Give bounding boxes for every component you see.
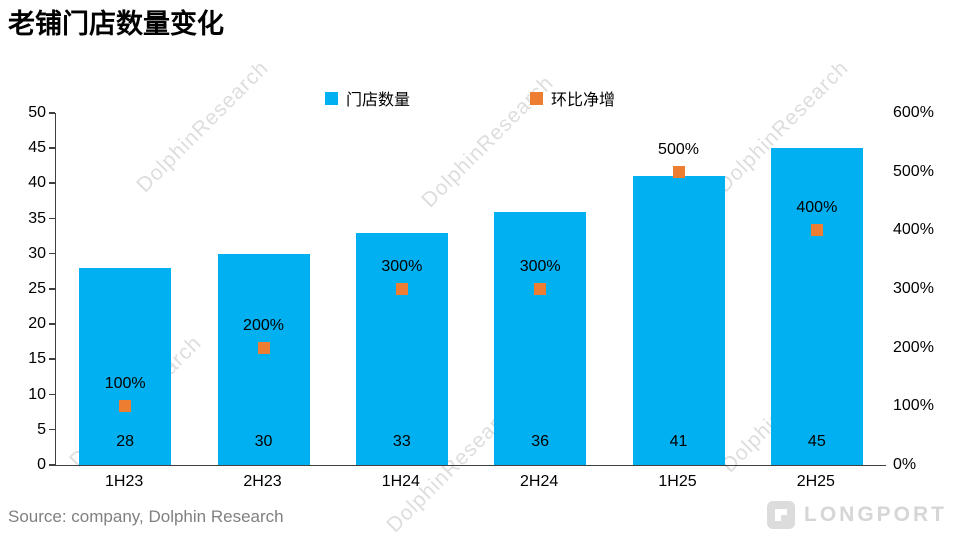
left-axis-tickmark	[49, 147, 55, 149]
x-axis-category-label: 2H25	[796, 473, 835, 490]
chart-title: 老铺门店数量变化	[8, 9, 224, 39]
left-axis-tickmark	[49, 358, 55, 360]
brand-name: LONGPORT	[804, 503, 947, 526]
left-axis-tickmark	[49, 393, 55, 396]
net-increase-marker	[534, 283, 547, 295]
brand-lockup: LONGPORT	[767, 501, 947, 529]
store-count-value-label: 41	[669, 433, 688, 450]
left-axis-tickmark	[49, 252, 55, 255]
store-count-value-label: 28	[116, 433, 135, 450]
left-axis-tickmark	[49, 217, 55, 220]
right-axis-tick-label: 300%	[893, 280, 934, 297]
net-increase-marker	[810, 224, 823, 237]
x-axis: 1H23 2H23 1H24 2H24 1H25 2H25	[55, 473, 885, 495]
net-increase-percent-label: 100%	[104, 375, 146, 393]
legend-label-stores: 门店数量	[345, 92, 410, 109]
source-note: Source: company, Dolphin Research	[8, 507, 284, 526]
legend-swatch-net-increase-icon	[530, 91, 543, 105]
x-axis-category-label: 2H23	[243, 473, 282, 490]
net-increase-percent-label: 300%	[381, 258, 423, 275]
right-axis-tick-label: 600%	[893, 104, 934, 121]
net-increase-percent-label: 500%	[658, 140, 699, 158]
x-axis-category-label: 1H23	[105, 473, 144, 490]
left-axis-tickmark	[49, 323, 55, 325]
store-count-value-label: 33	[392, 433, 411, 450]
store-count-value-label: 30	[254, 433, 273, 450]
left-axis: 0 5 10 15 20 25 30 35 40 45 50	[0, 104, 46, 473]
store-count-bar: 45	[770, 148, 863, 465]
store-count-bar: 30	[217, 253, 310, 465]
left-axis-tickmark	[49, 112, 55, 114]
net-increase-marker	[672, 165, 685, 178]
net-increase-percent-label: 400%	[796, 199, 838, 217]
store-count-value-label: 36	[531, 433, 550, 450]
left-axis-tick-label: 20	[28, 315, 46, 333]
left-axis-tick-label: 50	[28, 104, 46, 121]
net-increase-percent-label: 200%	[243, 316, 284, 334]
left-axis-tickmark	[49, 182, 55, 184]
legend-label-net-increase: 环比净增	[551, 92, 616, 109]
legend-item-stores: 门店数量	[324, 86, 410, 110]
right-axis-tick-label: 200%	[893, 338, 934, 356]
chart-legend: 门店数量 环比净增	[55, 86, 885, 110]
net-increase-marker	[119, 400, 132, 413]
left-axis-tick-label: 5	[37, 420, 46, 438]
right-axis-tick-label: 0%	[893, 456, 917, 473]
left-axis-tick-label: 30	[28, 244, 46, 262]
net-increase-marker	[257, 341, 270, 354]
longport-logo-icon	[767, 501, 795, 529]
left-axis-tick-label: 10	[28, 385, 46, 403]
left-axis-tickmark	[49, 464, 55, 466]
left-axis-tickmark	[49, 428, 55, 431]
store-count-bar: 33	[355, 232, 448, 465]
legend-item-net-increase: 环比净增	[530, 86, 615, 110]
net-increase-marker	[395, 283, 408, 295]
right-axis: 0% 100% 200% 300% 400% 500% 600%	[893, 104, 957, 473]
store-count-value-label: 45	[807, 433, 826, 450]
plot-area: 28 100% 30 200% 33 300% 36 300% 41 500% 45 400%	[49, 112, 886, 466]
right-axis-tick-label: 100%	[893, 397, 934, 415]
x-axis-category-label: 1H24	[381, 473, 420, 490]
store-count-bar: 36	[494, 211, 587, 465]
x-axis-category-label: 2H24	[520, 473, 559, 490]
net-increase-percent-label: 300%	[519, 258, 561, 275]
left-axis-tick-label: 45	[28, 139, 46, 157]
left-axis-tick-label: 25	[28, 280, 46, 297]
left-axis-tick-label: 0	[37, 456, 46, 473]
left-axis-tick-label: 35	[28, 209, 46, 227]
left-axis-tick-label: 40	[28, 174, 46, 192]
store-count-bar: 28	[79, 267, 172, 465]
x-axis-category-label: 1H25	[658, 473, 697, 490]
left-axis-tickmark	[49, 288, 55, 290]
store-count-bar: 41	[632, 176, 725, 465]
legend-swatch-stores-icon	[324, 91, 338, 105]
left-axis-tick-label: 15	[28, 350, 46, 368]
right-axis-tick-label: 500%	[893, 162, 934, 180]
right-axis-tick-label: 400%	[893, 221, 934, 239]
